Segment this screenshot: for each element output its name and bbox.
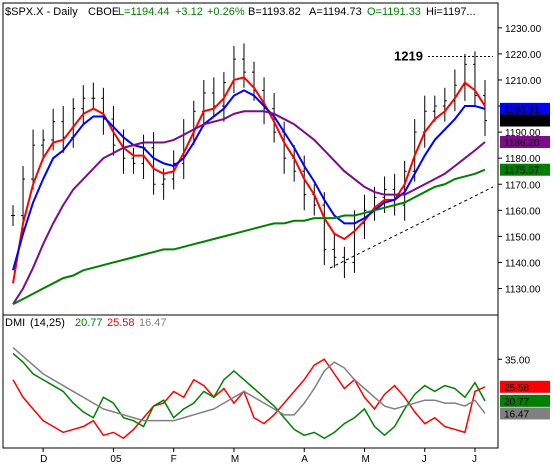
dmi-line-red — [12, 358, 486, 440]
change-label: +3.12 — [175, 6, 203, 18]
price-y-tick-label: 1140.00 — [505, 258, 541, 269]
dmi-value-label: 25.58 — [504, 383, 529, 394]
price-y-tick-label: 1160.00 — [505, 206, 541, 217]
dmi-value-1: 20.77 — [75, 317, 103, 329]
exchange-label: CBOE — [88, 6, 119, 18]
price-value-label: 1175.57 — [504, 166, 540, 177]
moving-average-line-green — [12, 168, 486, 306]
x-axis-tick-label: J — [472, 454, 477, 465]
price-y-tick-label: 1150.00 — [505, 232, 541, 243]
price-value-box — [500, 163, 550, 176]
dmi-value-box — [500, 407, 550, 420]
dmi-params-label: (14,25) — [30, 317, 65, 329]
price-layer — [11, 43, 494, 306]
moving-average-line-red — [12, 76, 486, 284]
x-axis-tick-label: F — [171, 454, 177, 465]
price-value-box — [500, 136, 550, 149]
x-axis-tick-label: M — [361, 454, 369, 465]
ask-label: A=1194.73 — [309, 6, 362, 18]
price-y-tick-label: 1210.00 — [505, 76, 542, 87]
price-y-tick-label: 1230.00 — [505, 24, 542, 35]
dmi-value-label: 20.77 — [504, 397, 529, 408]
x-axis-tick-label: 05 — [110, 454, 122, 465]
last-price-label: L=1194.44 — [118, 6, 170, 18]
price-y-tick-label: 1190.00 — [505, 128, 541, 139]
x-axis-tick-label: J — [422, 454, 427, 465]
support-trendline — [329, 186, 494, 269]
price-y-tick-label: 1170.00 — [505, 180, 541, 191]
dmi-label: DMI — [5, 317, 25, 329]
price-y-tick-label: 1180.00 — [505, 154, 541, 165]
price-value-box — [500, 102, 550, 115]
moving-average-line-purple — [12, 110, 486, 305]
high-label: Hi=1197... — [426, 6, 476, 18]
price-value-label: 1198.91 — [504, 105, 540, 116]
dmi-line-green — [12, 352, 486, 440]
dmi-layer — [12, 346, 486, 440]
price-y-tick-label: 1220.00 — [505, 50, 542, 61]
axis-layer: 1130.00 1140.00 1150.00 1160.00 1170.00 1180.… — [40, 24, 550, 465]
dmi-line-gray — [12, 346, 486, 422]
open-label: O=1191.33 — [367, 6, 421, 18]
x-axis-tick-label: M — [231, 454, 239, 465]
bid-label: B=1193.82 — [248, 6, 301, 18]
x-axis-tick-label: D — [40, 454, 47, 465]
price-value-label: 1194.44 — [504, 117, 540, 128]
x-axis-tick-label: A — [301, 454, 308, 465]
dmi-panel-frame — [2, 314, 499, 449]
symbol-label: $SPX.X - Daily — [5, 6, 78, 18]
dmi-value-label: 16.47 — [504, 409, 529, 420]
dmi-y-tick-label: 35.00 — [505, 355, 530, 366]
change-pct-label: +0.26% — [207, 6, 245, 18]
dmi-value-box — [500, 394, 550, 407]
dmi-value-2: 25.58 — [107, 317, 135, 329]
price-value-label: 1186.20 — [504, 138, 540, 149]
moving-average-line-blue — [12, 89, 486, 271]
dmi-value-3: 16.47 — [139, 317, 167, 329]
dmi-value-box — [500, 380, 550, 393]
price-value-box — [500, 114, 550, 127]
price-y-tick-label: 1130.00 — [505, 285, 541, 296]
high-annotation-label: 1219 — [394, 49, 423, 64]
